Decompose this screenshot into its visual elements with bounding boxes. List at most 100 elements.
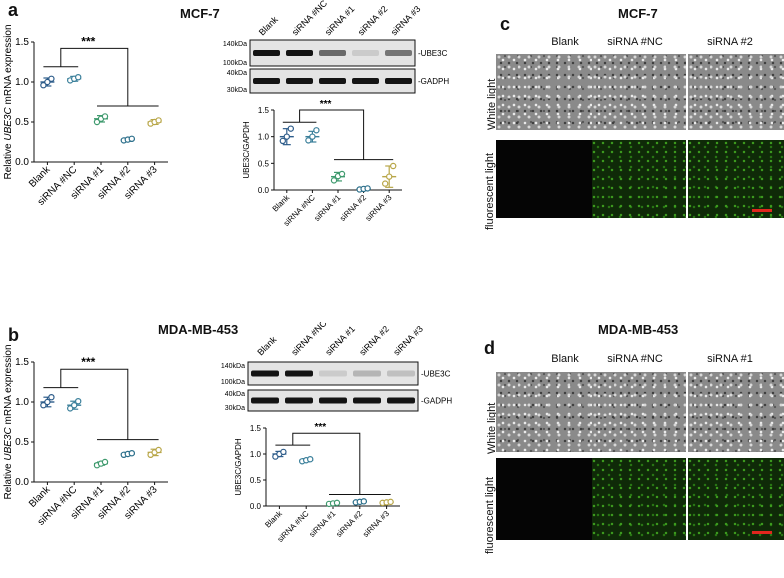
data-point [364,185,371,192]
data-point [40,81,47,89]
micrograph-d-white-si1 [688,372,784,452]
data-point [283,133,291,140]
data-point [66,405,74,412]
marker-label: 30kDa [227,87,247,94]
panel-d-col-blank: Blank [551,353,579,365]
panel-d-col-nc: siRNA #NC [607,353,663,365]
panel-d-letter: d [484,338,495,358]
y-axis-label: UBE3C/GAPDH [242,121,251,179]
data-point [305,137,312,144]
blot-band [253,50,280,56]
band-label: -UBE3C [421,370,451,379]
lane-label: siRNA #2 [356,4,390,38]
significance-label: *** [320,99,332,110]
lane-label: siRNA #2 [357,324,391,358]
data-point [128,449,135,457]
band-label: -GADPH [418,77,449,86]
panel-c-title: MCF-7 [618,6,658,21]
panel-d-row-fluor: fluorescent light [484,476,496,554]
x-tick-label: siRNA #3 [361,509,391,539]
lane-label: Blank [257,14,280,37]
marker-label: 40kDa [227,70,247,77]
blot-band [251,370,279,377]
x-tick-label: siRNA #1 [307,509,337,539]
micrograph-c-fluor-nc [592,140,686,218]
significance-bracket [292,432,361,495]
blot-band [353,397,381,404]
panel-a-letter: a [8,0,19,20]
significance-label: *** [81,355,95,369]
panel-c-row-fluor: fluorescent light [484,152,496,230]
y-tick-label: 1.0 [15,397,29,408]
blot-band [352,78,379,84]
data-point [48,394,55,401]
data-point [70,401,78,409]
panel-c-col-blank: Blank [551,36,579,48]
micrograph-d-white-blank [496,372,593,452]
data-point [313,127,320,134]
data-point [306,456,314,463]
panel-d-col-si1: siRNA #1 [707,353,753,365]
panel-c-letter: c [500,14,511,34]
x-tick-label: siRNA #2 [334,509,364,539]
panel-c-col-si2: siRNA #2 [707,36,753,48]
blot-band [385,50,412,56]
scale-bar [752,531,772,534]
data-point [385,173,393,180]
y-axis-label: UBE3C/GAPDH [234,438,243,496]
blot-band [319,397,347,404]
data-point [381,180,389,187]
y-axis-label: Relative UBE3C mRNA expression [3,344,14,499]
x-tick-label: Blank [271,192,292,213]
x-tick-label: siRNA #3 [364,193,394,223]
panel-a-title: MCF-7 [180,6,220,21]
lane-label: Blank [255,334,278,357]
blot-band [285,370,313,377]
band-label: -GADPH [421,397,452,406]
data-point [101,113,109,120]
y-tick-label: 0.5 [15,117,29,128]
x-tick-label: Blank [263,508,284,529]
y-tick-label: 1.5 [15,37,29,48]
micrograph-d-fluor-blank [496,458,593,540]
data-point [48,75,55,83]
micrograph-c-white-nc [592,54,686,130]
y-tick-label: 1.0 [258,133,270,142]
blot-band [286,50,313,56]
blot-band [319,78,346,84]
significance-bracket [299,109,365,160]
micrograph-d-fluor-nc [592,458,686,540]
micrograph-c-fluor-blank [496,140,593,218]
panel-b-letter: b [8,325,19,345]
marker-label: 140kDa [221,363,245,370]
marker-label: 100kDa [221,379,245,386]
blot-band [285,397,313,404]
y-tick-label: 0.5 [15,437,29,448]
blot-band [352,50,379,56]
significance-label: *** [314,422,326,433]
lane-label: siRNA #1 [323,324,357,358]
blot-band [319,50,346,56]
blot-band [319,370,347,377]
data-point [128,135,135,143]
lane-label: siRNA #3 [389,4,423,38]
blot-band [253,78,280,84]
data-point [74,398,82,405]
significance-label: *** [81,34,95,48]
micrograph-c-white-blank [496,54,593,130]
blot-band [387,370,415,377]
micrograph-c-white-si2 [688,54,784,130]
data-point [101,458,109,466]
y-tick-label: 0.0 [15,157,29,168]
panel-b-title: MDA-MB-453 [158,322,239,337]
y-tick-label: 0.0 [258,186,270,195]
micrograph-c-fluor-si2 [688,140,784,218]
panel-c-col-nc: siRNA #NC [607,36,663,48]
data-point [155,117,162,124]
marker-label: 30kDa [225,405,245,412]
blot-band [251,397,279,404]
